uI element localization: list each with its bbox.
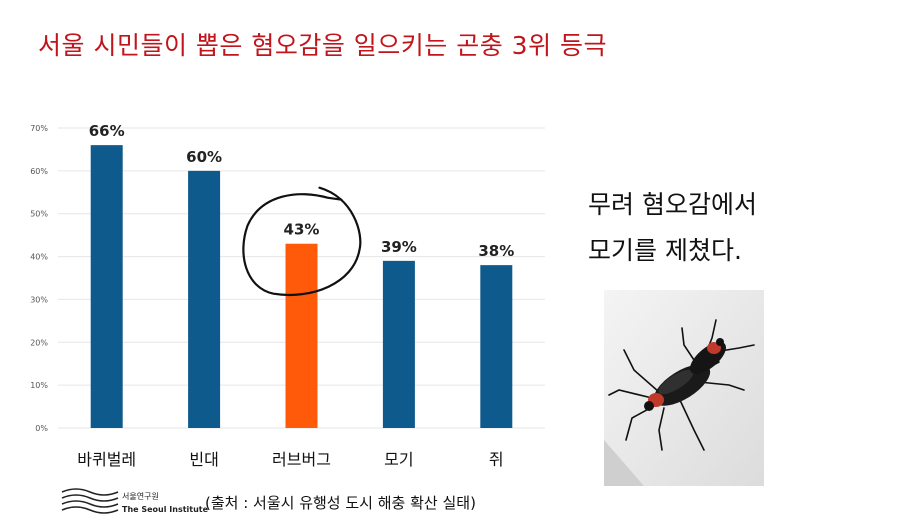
data-label: 43% — [284, 221, 320, 239]
y-tick-label: 0% — [35, 424, 48, 433]
note-line-1: 무려 혐오감에서 — [588, 190, 757, 219]
bar-chart: 0% 10% 20% 30% 40% 50% 60% 70% 66% 바퀴벌레 60% 빈대 43% 러브… — [30, 122, 545, 469]
logo-text-korean: 서울연구원 — [122, 492, 159, 501]
data-label: 39% — [381, 238, 417, 256]
chart-title: 서울 시민들이 뽑은 혐오감을 일으키는 곤충 3위 등극 — [38, 31, 608, 60]
bar — [285, 243, 318, 428]
y-tick-label: 50% — [30, 210, 48, 219]
category-label: 바퀴벌레 — [77, 450, 136, 469]
note-line-2: 모기를 제쳤다. — [588, 236, 742, 265]
y-tick-label: 30% — [30, 295, 48, 304]
y-tick-label: 20% — [30, 338, 48, 347]
data-label: 60% — [186, 148, 222, 166]
bar — [382, 260, 415, 428]
logo-text-english: The Seoul Institute — [122, 505, 209, 514]
data-label: 38% — [478, 242, 514, 260]
category-label: 러브버그 — [272, 450, 331, 469]
category-label: 모기 — [384, 450, 413, 469]
y-tick-label: 70% — [30, 124, 48, 133]
y-tick-label: 10% — [30, 381, 48, 390]
y-tick-label: 40% — [30, 253, 48, 262]
category-label: 빈대 — [189, 450, 218, 469]
annotation-note: 무려 혐오감에서 모기를 제쳤다. — [588, 182, 757, 274]
source-note: (출처 : 서울시 유행성 도시 해충 확산 실태) — [205, 494, 476, 512]
category-label: 쥐 — [489, 450, 504, 469]
data-label: 66% — [89, 122, 125, 140]
seoul-institute-logo — [61, 488, 119, 514]
lovebug-photo — [604, 290, 764, 486]
bar — [480, 265, 513, 428]
y-tick-label: 60% — [30, 167, 48, 176]
highlight-circle — [242, 186, 362, 296]
bar — [188, 170, 221, 428]
bar — [90, 145, 123, 428]
